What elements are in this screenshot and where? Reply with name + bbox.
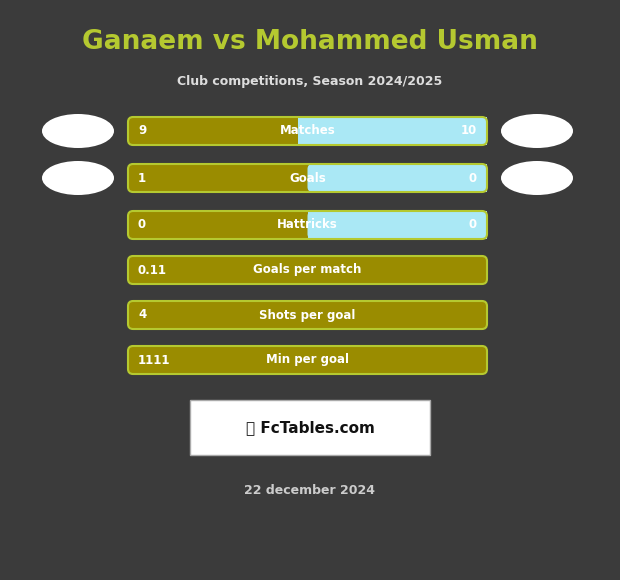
Text: 0: 0 [138,219,146,231]
Bar [298,117,487,145]
Text: Matches: Matches [280,125,335,137]
FancyBboxPatch shape [128,211,487,239]
Text: 0.11: 0.11 [138,263,167,277]
Ellipse shape [42,114,114,148]
FancyBboxPatch shape [128,117,487,145]
Ellipse shape [42,161,114,195]
Text: 0: 0 [469,219,477,231]
Text: Min per goal: Min per goal [266,353,349,367]
FancyBboxPatch shape [308,211,487,239]
FancyBboxPatch shape [308,164,487,192]
Text: Goals: Goals [289,172,326,184]
FancyBboxPatch shape [128,256,487,284]
Text: Club competitions, Season 2024/2025: Club competitions, Season 2024/2025 [177,75,443,89]
FancyBboxPatch shape [128,164,487,192]
Text: Ganaem vs Mohammed Usman: Ganaem vs Mohammed Usman [82,29,538,55]
Bar [422,164,487,192]
Text: Hattricks: Hattricks [277,219,338,231]
Text: 4: 4 [138,309,146,321]
Text: 10: 10 [461,125,477,137]
Text: 9: 9 [138,125,146,137]
Text: 1: 1 [138,172,146,184]
Text: 1111: 1111 [138,353,170,367]
FancyBboxPatch shape [308,117,487,145]
Bar [190,400,430,455]
Text: 🏆 FcTables.com: 🏆 FcTables.com [246,420,374,435]
Ellipse shape [501,114,573,148]
Text: Shots per goal: Shots per goal [259,309,356,321]
Text: 22 december 2024: 22 december 2024 [244,484,376,496]
Text: 0: 0 [469,172,477,184]
Bar [308,211,487,239]
FancyBboxPatch shape [128,301,487,329]
Text: Goals per match: Goals per match [254,263,361,277]
FancyBboxPatch shape [128,346,487,374]
Ellipse shape [501,161,573,195]
